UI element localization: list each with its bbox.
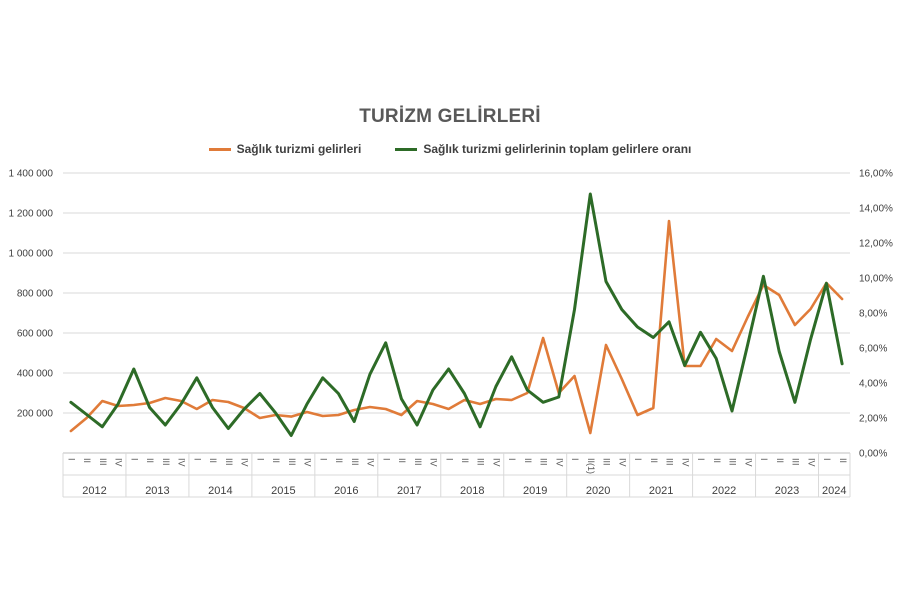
legend-label-ratio: Sağlık turizmi gelirlerinin toplam gelir… [423,142,692,156]
x-quarter-label: II [145,458,155,463]
x-year-label: 2013 [145,485,169,497]
x-year-label: 2012 [82,485,106,497]
x-year-label: 2022 [712,485,736,497]
y-right-tick-label: 12,00% [859,239,893,250]
x-quarter-label: II [523,458,533,463]
x-quarter-label: I [633,458,643,461]
legend-label-revenue: Sağlık turizmi gelirleri [236,142,362,156]
legend-item-revenue: Sağlık turizmi gelirleri [208,142,362,156]
x-quarter-label: III [665,458,675,466]
x-quarter-label: I [570,458,580,461]
x-quarter-label: IV [617,458,627,467]
y-right-tick-label: 16,00% [859,169,893,180]
x-quarter-label: I [129,458,139,461]
legend: Sağlık turizmi gelirleri Sağlık turizmi … [0,142,900,156]
x-year-label: 2017 [397,485,421,497]
y-left-tick-label: 600 000 [17,329,54,340]
x-quarter-label: IV [366,458,376,467]
x-quarter-label: II [397,458,407,463]
x-quarter-label: II [271,458,281,463]
x-quarter-label: I [759,458,769,461]
x-quarter-label: II(1) [586,458,596,474]
x-quarter-label: I [66,458,76,461]
x-quarter-label: III [539,458,549,466]
series-line-revenue [69,219,844,435]
y-right-tick-label: 10,00% [859,274,893,285]
x-quarter-label: III [791,458,801,466]
x-quarter-label: IV [303,458,313,467]
x-quarter-label: I [822,458,832,461]
x-year-label: 2023 [775,485,799,497]
x-quarter-label: II [712,458,722,463]
x-quarter-label: IV [806,458,816,467]
y-right-tick-label: 8,00% [859,309,887,320]
y-left-tick-label: 200 000 [17,409,54,420]
x-quarter-label: IV [240,458,250,467]
x-quarter-label: I [255,458,265,461]
x-year-label: 2015 [271,485,295,497]
y-right-tick-label: 2,00% [859,414,887,425]
x-year-label: 2020 [586,485,610,497]
legend-swatch-ratio [395,147,418,151]
series-line-ratio [69,192,844,437]
x-quarter-label: III [350,458,360,466]
x-quarter-label: IV [554,458,564,467]
x-quarter-label: IV [429,458,439,467]
x-quarter-label: III [413,458,423,466]
y-left-tick-label: 1 200 000 [9,209,54,220]
x-quarter-label: II [649,458,659,463]
y-left-tick-label: 800 000 [17,289,54,300]
y-right-tick-label: 0,00% [859,449,887,460]
x-year-label: 2024 [822,485,846,497]
legend-item-ratio: Sağlık turizmi gelirlerinin toplam gelir… [395,142,691,156]
chart-title: TURİZM GELİRLERİ [359,106,541,127]
x-quarter-label: IV [491,458,501,467]
y-left-tick-label: 1 400 000 [9,169,54,180]
x-year-label: 2019 [523,485,547,497]
x-quarter-label: I [696,458,706,461]
x-quarter-label: II [334,458,344,463]
legend-swatch-revenue [208,147,231,151]
x-quarter-label: III [161,458,171,466]
x-quarter-label: III [602,458,612,466]
x-quarter-label: III [476,458,486,466]
x-quarter-label: I [444,458,454,461]
y-left-tick-label: 400 000 [17,369,54,380]
x-year-label: 2018 [460,485,484,497]
x-year-label: 2016 [334,485,358,497]
x-quarter-label: III [728,458,738,466]
x-quarter-label: III [224,458,234,466]
x-quarter-label: I [507,458,517,461]
x-quarter-label: II [460,458,470,463]
x-quarter-label: I [192,458,202,461]
x-quarter-label: I [381,458,391,461]
y-right-tick-label: 14,00% [859,204,893,215]
x-quarter-label: I [318,458,328,461]
x-quarter-label: II [208,458,218,463]
y-right-tick-label: 6,00% [859,344,887,355]
x-quarter-label: III [287,458,297,466]
x-year-label: 2014 [208,485,232,497]
y-left-tick-label: 1 000 000 [9,249,54,260]
x-quarter-label: IV [114,458,124,467]
x-quarter-label: II [82,458,92,463]
x-quarter-label: IV [743,458,753,467]
x-quarter-label: II [775,458,785,463]
x-quarter-label: II [838,458,848,463]
x-quarter-label: III [98,458,108,466]
y-right-tick-label: 4,00% [859,379,887,390]
x-year-label: 2021 [649,485,673,497]
x-quarter-label: IV [680,458,690,467]
x-quarter-label: IV [177,458,187,467]
